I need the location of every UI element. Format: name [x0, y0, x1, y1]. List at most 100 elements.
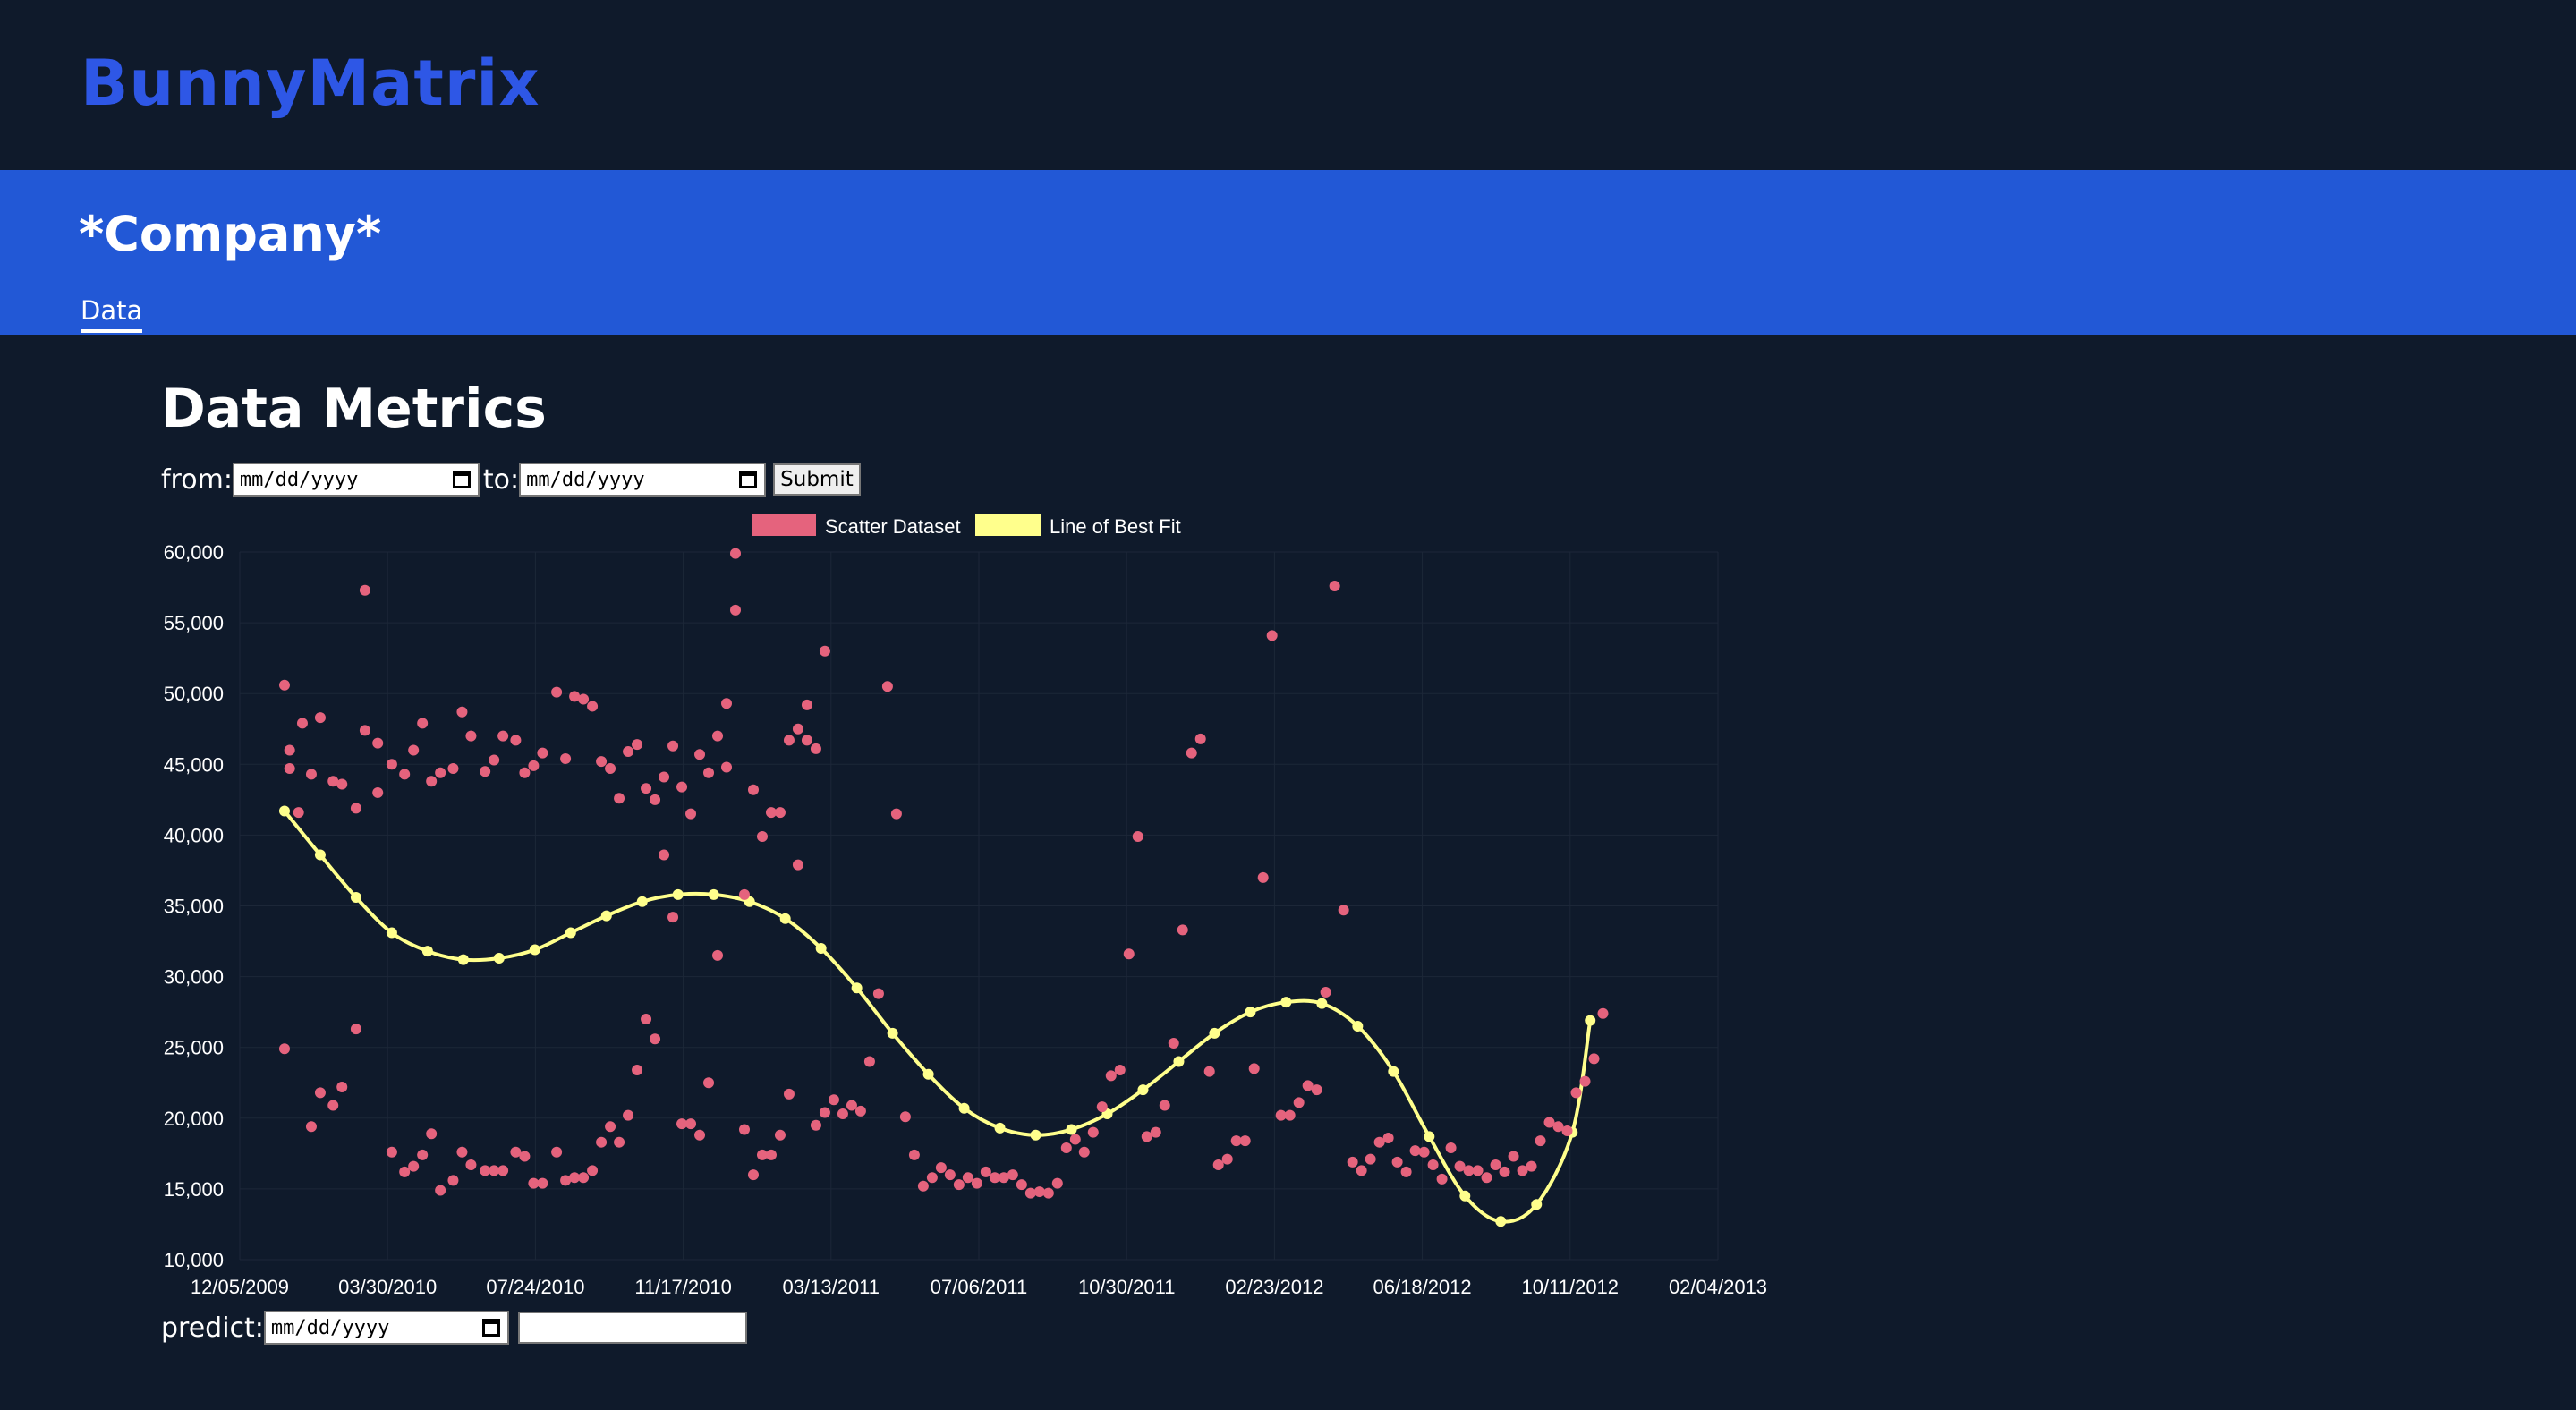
scatter-point [1132, 830, 1143, 842]
x-tick-label: 11/17/2010 [634, 1276, 731, 1298]
scatter-point [792, 723, 803, 735]
scatter-point [694, 749, 706, 760]
page-title: Data Metrics [161, 378, 547, 440]
scatter-point [659, 771, 670, 783]
scatter-point [712, 730, 724, 742]
best-fit-point [600, 910, 612, 922]
scatter-point [801, 735, 812, 746]
y-tick-label: 25,000 [164, 1037, 224, 1059]
predict-date-input[interactable]: mm/dd/yyyy [263, 1311, 509, 1345]
scatter-point [1033, 1186, 1045, 1198]
to-label: to: [482, 463, 520, 496]
best-fit-point [779, 913, 791, 924]
scatter-point [1293, 1097, 1305, 1108]
scatter-point [510, 1146, 522, 1158]
scatter-point [810, 1119, 821, 1131]
scatter-point [1347, 1156, 1358, 1168]
scatter-point [497, 1165, 509, 1176]
scatter-point [1570, 1087, 1582, 1099]
scatter-point [729, 604, 741, 616]
y-tick-label: 45,000 [164, 753, 224, 776]
scatter-point [1194, 733, 1206, 744]
scatter-point [350, 1024, 361, 1035]
scatter-point [1338, 905, 1349, 916]
scatter-point [1257, 871, 1269, 883]
scatter-point [296, 718, 308, 729]
scatter-point [465, 730, 477, 742]
scatter-point [1141, 1131, 1152, 1142]
predict-output[interactable] [517, 1312, 747, 1344]
best-fit-point [851, 982, 863, 994]
scatter-point [284, 763, 295, 775]
scatter-point [1087, 1126, 1099, 1138]
calendar-icon[interactable] [739, 471, 758, 488]
to-date-input[interactable]: mm/dd/yyyy [519, 463, 767, 497]
best-fit-point [1173, 1056, 1185, 1067]
best-fit-point [278, 805, 290, 817]
scatter-point [1329, 580, 1340, 591]
scatter-point [1535, 1135, 1546, 1147]
best-fit-point [1030, 1129, 1041, 1141]
scatter-point [480, 766, 491, 777]
best-fit-point [1245, 1007, 1256, 1018]
best-fit-point [1495, 1216, 1507, 1227]
scatter-point [1588, 1053, 1600, 1065]
scatter-point [1078, 1146, 1090, 1158]
scatter-point [863, 1056, 875, 1067]
scatter-point [917, 1180, 929, 1192]
scatter-point [1016, 1179, 1027, 1191]
from-date-input[interactable]: mm/dd/yyyy [232, 463, 480, 497]
x-tick-label: 02/23/2012 [1225, 1276, 1323, 1298]
scatter-point [953, 1179, 965, 1191]
scatter-point [659, 849, 670, 861]
scatter-point [1284, 1109, 1296, 1121]
best-fit-point [1209, 1027, 1220, 1039]
scatter-point [1186, 747, 1197, 759]
scatter-point [560, 752, 572, 764]
scatter-point [632, 1065, 643, 1076]
x-tick-label: 02/04/2013 [1669, 1276, 1767, 1298]
scatter-point [783, 1088, 795, 1100]
calendar-icon[interactable] [452, 471, 471, 488]
best-fit-point [565, 927, 576, 939]
scatter-point [650, 794, 661, 805]
y-tick-label: 40,000 [164, 824, 224, 846]
x-tick-label: 07/24/2010 [486, 1276, 584, 1298]
scatter-point [614, 1136, 625, 1148]
best-fit-point [1316, 998, 1328, 1009]
scatter-point [350, 803, 361, 814]
scatter-point [765, 1149, 777, 1160]
scatter-point [1007, 1169, 1018, 1181]
x-tick-label: 03/30/2010 [338, 1276, 437, 1298]
scatter-point [480, 1165, 491, 1176]
scatter-point [278, 679, 290, 691]
scatter-point [1069, 1134, 1081, 1145]
from-date-placeholder: mm/dd/yyyy [239, 468, 359, 491]
scatter-point [667, 740, 679, 752]
scatter-point [1517, 1165, 1528, 1176]
scatter-point [399, 1166, 411, 1177]
scatter-point [738, 888, 750, 900]
scatter-point [1212, 1159, 1224, 1171]
scatter-point [447, 1175, 459, 1186]
scatter-point [519, 1151, 531, 1162]
scatter-point [1409, 1145, 1421, 1157]
scatter-point [1400, 1166, 1412, 1177]
scatter-point [694, 1129, 706, 1141]
best-fit-point [350, 892, 361, 904]
y-tick-label: 35,000 [164, 896, 224, 918]
scatter-point [1382, 1132, 1394, 1143]
brand-logo[interactable]: BunnyMatrix [81, 47, 540, 120]
scatter-point [899, 1111, 911, 1123]
scatter-point [1168, 1037, 1179, 1049]
scatter-point [801, 699, 812, 710]
submit-button[interactable]: Submit [773, 463, 861, 496]
tab-data[interactable]: Data [81, 295, 143, 333]
legend-swatch-fit [975, 514, 1041, 536]
scatter-point [435, 1185, 446, 1196]
scatter-point [336, 778, 348, 790]
scatter-point [528, 760, 540, 771]
scatter-point [1526, 1160, 1537, 1172]
calendar-icon[interactable] [481, 1319, 500, 1337]
best-fit-point [1280, 997, 1292, 1008]
